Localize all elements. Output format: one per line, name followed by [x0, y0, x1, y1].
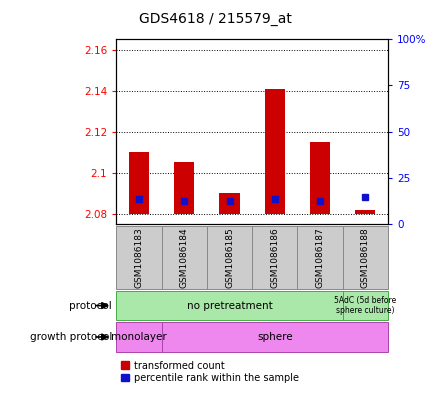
- Bar: [174, 162, 194, 214]
- Bar: [116, 291, 342, 320]
- Text: GDS4618 / 215579_at: GDS4618 / 215579_at: [139, 12, 291, 26]
- Text: protocol: protocol: [69, 301, 112, 310]
- Text: sphere: sphere: [256, 332, 292, 342]
- Text: GSM1086183: GSM1086183: [134, 227, 143, 288]
- Bar: [129, 152, 149, 214]
- Text: growth protocol: growth protocol: [30, 332, 112, 342]
- Text: GSM1086186: GSM1086186: [270, 227, 279, 288]
- Bar: [116, 226, 161, 289]
- Bar: [309, 142, 329, 214]
- Text: GSM1086187: GSM1086187: [315, 227, 324, 288]
- Legend: transformed count, percentile rank within the sample: transformed count, percentile rank withi…: [121, 360, 298, 383]
- Text: GSM1086184: GSM1086184: [179, 227, 188, 288]
- Bar: [354, 209, 375, 214]
- Text: GSM1086185: GSM1086185: [224, 227, 233, 288]
- Bar: [161, 322, 387, 352]
- Text: no pretreatment: no pretreatment: [186, 301, 272, 310]
- Bar: [206, 226, 252, 289]
- Bar: [161, 226, 206, 289]
- Text: 5AdC (5d before
sphere culture): 5AdC (5d before sphere culture): [333, 296, 396, 315]
- Bar: [342, 226, 387, 289]
- Bar: [116, 322, 161, 352]
- Text: GSM1086188: GSM1086188: [360, 227, 369, 288]
- Bar: [219, 193, 239, 214]
- Text: monolayer: monolayer: [111, 332, 166, 342]
- Bar: [264, 88, 284, 214]
- Bar: [252, 226, 297, 289]
- Bar: [342, 291, 387, 320]
- Bar: [297, 226, 342, 289]
